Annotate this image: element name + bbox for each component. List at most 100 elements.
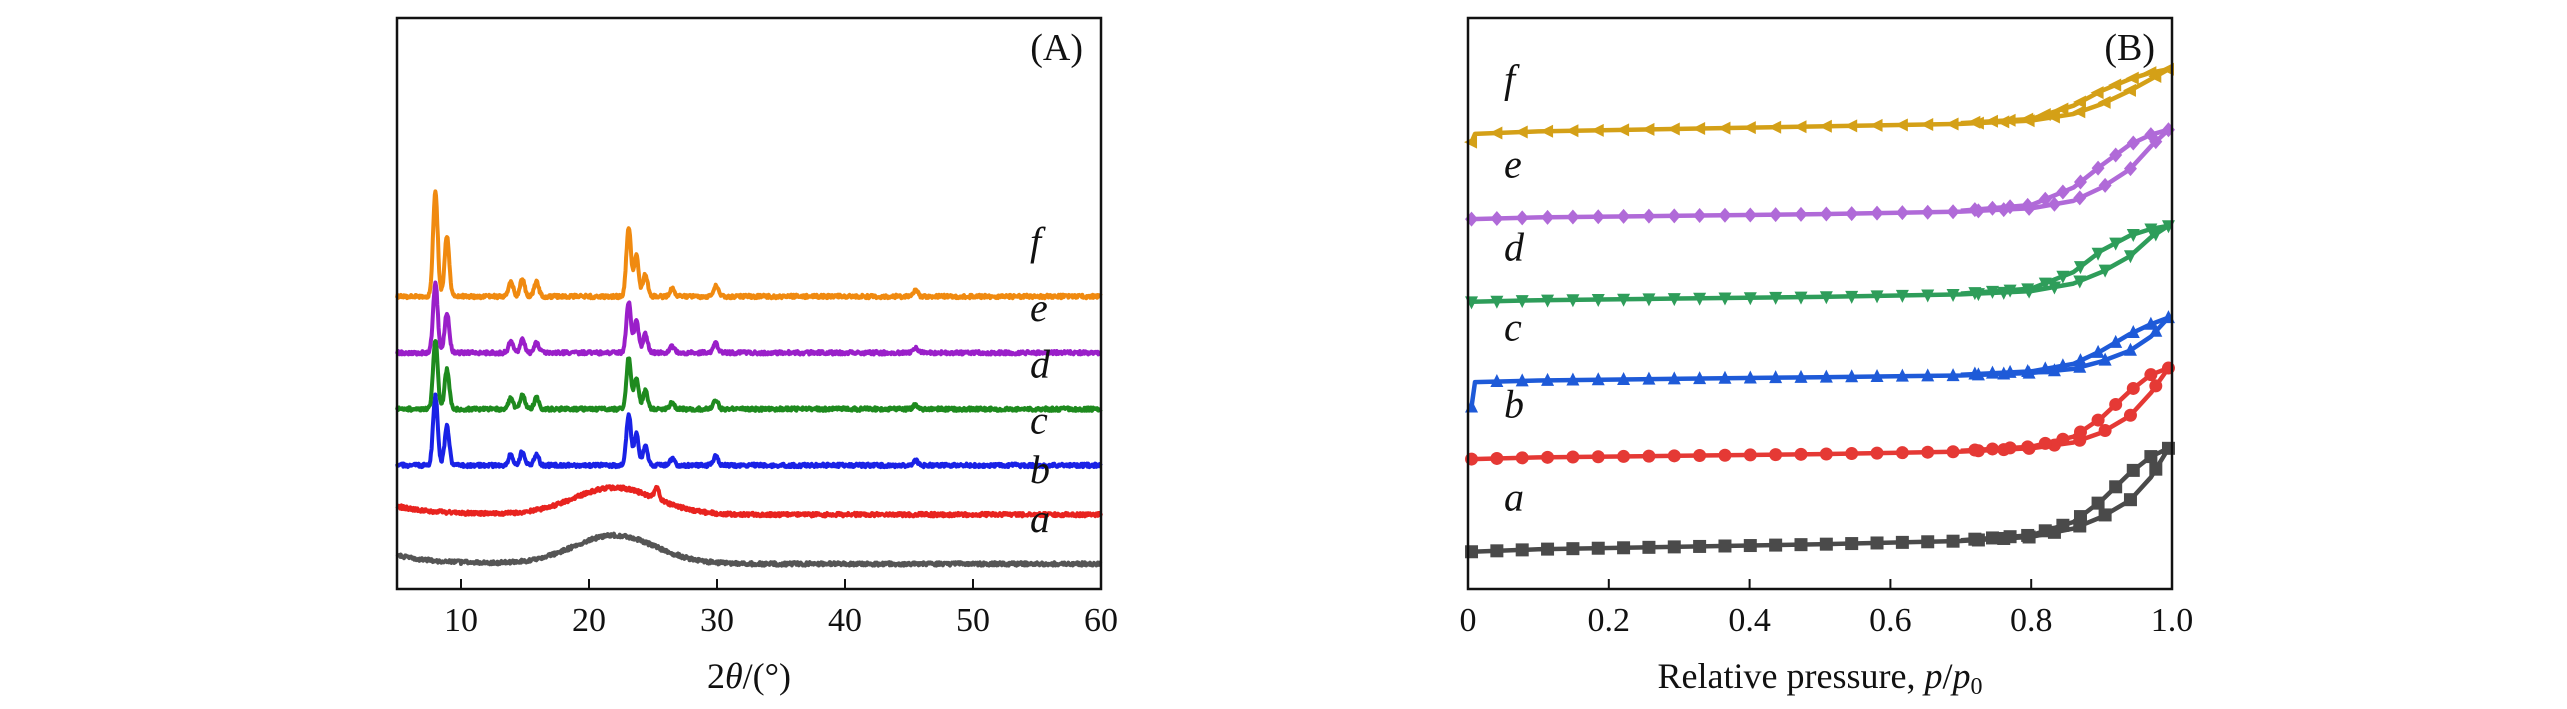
isotherm-marker xyxy=(1718,292,1732,306)
isotherm-marker xyxy=(1464,135,1478,149)
isotherm-marker xyxy=(2109,334,2123,348)
isotherm-marker xyxy=(2002,113,2016,127)
isotherm-marker xyxy=(1895,446,1909,460)
isotherm-marker xyxy=(2021,440,2035,454)
isotherm-marker xyxy=(1541,294,1555,308)
isotherm-marker xyxy=(2091,344,2105,358)
isotherm-marker xyxy=(1870,368,1884,382)
isotherm-marker xyxy=(1845,537,1859,551)
isotherm-marker xyxy=(1946,368,1960,382)
isotherm-series-f xyxy=(1464,62,2174,149)
isotherm-x-tick-label: 0 xyxy=(1460,602,1477,639)
isotherm-marker xyxy=(2126,135,2140,151)
isotherm-marker xyxy=(2021,364,2035,378)
isotherm-marker xyxy=(1743,539,1757,553)
isotherm-marker xyxy=(1870,536,1884,550)
isotherm-marker xyxy=(1985,365,1999,379)
isotherm-marker xyxy=(1667,371,1681,385)
isotherm-marker xyxy=(1845,290,1859,304)
isotherm-marker xyxy=(2097,95,2111,109)
xrd-curve-label-e: e xyxy=(1030,285,1048,330)
isotherm-marker xyxy=(1591,209,1605,225)
isotherm-marker xyxy=(1590,123,1604,137)
isotherm-marker xyxy=(1818,119,1832,133)
isotherm-marker xyxy=(1489,126,1503,140)
isotherm-marker xyxy=(1769,538,1783,552)
isotherm-marker xyxy=(2038,277,2052,291)
isotherm-marker xyxy=(1642,540,1656,554)
isotherm-marker xyxy=(2143,66,2157,80)
isotherm-marker xyxy=(1768,120,1782,134)
isotherm-marker xyxy=(1541,372,1555,386)
isotherm-marker xyxy=(2123,408,2137,422)
isotherm-marker xyxy=(2003,530,2017,544)
isotherm-curve-label-f: f xyxy=(1504,56,1520,101)
isotherm-marker xyxy=(2098,177,2112,193)
panel-label-b: (B) xyxy=(2104,27,2155,69)
isotherm-marker xyxy=(1490,544,1504,558)
isotherm-marker xyxy=(2073,174,2087,190)
isotherm-marker xyxy=(1985,442,1999,456)
isotherm-marker xyxy=(1541,450,1555,464)
isotherm-marker xyxy=(1617,208,1631,224)
isotherm-marker xyxy=(2073,510,2087,524)
isotherm-marker xyxy=(1895,368,1909,382)
isotherm-marker xyxy=(1895,205,1909,221)
isotherm-marker xyxy=(1794,447,1808,461)
isotherm-marker xyxy=(2072,95,2086,109)
isotherm-marker xyxy=(2003,441,2017,455)
isotherm-marker xyxy=(2038,524,2052,538)
isotherm-curve-label-a: a xyxy=(1504,474,1524,519)
isotherm-marker xyxy=(2109,397,2123,411)
isotherm-marker xyxy=(1515,451,1529,465)
xrd-series-b xyxy=(395,484,1103,519)
isotherm-marker xyxy=(2038,191,2052,207)
isotherm-marker xyxy=(1693,208,1707,224)
isotherm-marker xyxy=(1667,293,1681,307)
isotherm-marker xyxy=(2056,270,2070,284)
isotherm-curve-label-d: d xyxy=(1504,224,1525,269)
isotherm-marker xyxy=(2021,283,2035,297)
xrd-series-f xyxy=(395,189,1103,301)
isotherm-x-tick-label: 1.0 xyxy=(2151,602,2194,639)
isotherm-marker xyxy=(1693,371,1707,385)
isotherm-marker xyxy=(2126,463,2140,477)
isotherm-marker xyxy=(1641,122,1655,136)
isotherm-marker xyxy=(1819,369,1833,383)
xrd-curve-label-f: f xyxy=(1030,219,1046,264)
isotherm-marker xyxy=(1566,294,1580,308)
isotherm-marker xyxy=(1541,542,1555,556)
isotherm-marker xyxy=(1794,369,1808,383)
isotherm-frame xyxy=(1466,16,2174,591)
isotherm-marker xyxy=(2020,112,2034,126)
isotherm-marker xyxy=(1490,295,1504,309)
isotherm-marker xyxy=(1541,209,1555,225)
isotherm-marker xyxy=(2123,342,2137,356)
isotherm-marker xyxy=(1967,115,1981,129)
isotherm-marker xyxy=(1743,292,1757,306)
isotherm-x-tick-label: 0.4 xyxy=(1728,602,1771,639)
isotherm-marker xyxy=(2091,247,2105,261)
isotherm-marker xyxy=(1617,371,1631,385)
isotherm-marker xyxy=(2122,83,2136,97)
isotherm-marker xyxy=(1743,370,1757,384)
isotherm-marker xyxy=(1642,371,1656,385)
isotherm-marker xyxy=(2047,281,2061,295)
isotherm-marker xyxy=(1794,538,1808,552)
isotherm-marker xyxy=(1794,291,1808,305)
isotherm-marker xyxy=(2144,368,2158,382)
isotherm-plot-area xyxy=(1464,62,2175,559)
isotherm-marker xyxy=(2073,425,2087,439)
isotherm-marker xyxy=(1921,204,1935,220)
isotherm-marker xyxy=(1794,206,1808,222)
isotherm-marker xyxy=(2073,353,2087,367)
isotherm-marker xyxy=(2056,184,2070,200)
isotherm-marker xyxy=(2144,223,2158,237)
isotherm-marker xyxy=(2055,102,2069,116)
isotherm-marker xyxy=(1642,449,1656,463)
isotherm-marker xyxy=(1819,206,1833,222)
isotherm-marker xyxy=(1591,450,1605,464)
isotherm-marker xyxy=(2072,105,2086,119)
